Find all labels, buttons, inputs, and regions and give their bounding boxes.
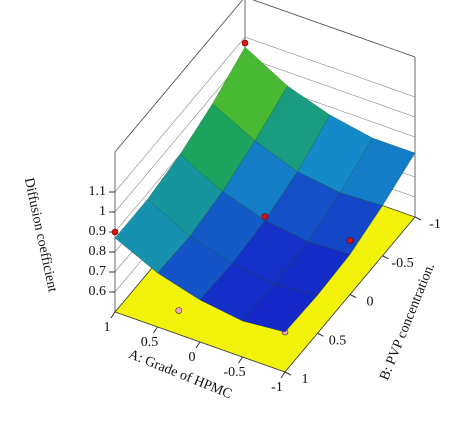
x-tick — [153, 326, 158, 334]
y-axis-title: B: PVP concentration. — [377, 261, 438, 383]
grid-line — [114, 36, 416, 193]
y-tick-label: -1 — [429, 217, 441, 232]
x-tick-label: -1 — [271, 380, 283, 395]
design-point — [241, 39, 249, 47]
z-tick-label: 1 — [99, 204, 106, 219]
y-tick-label: 0.5 — [329, 333, 347, 348]
z-tick-label: 0.8 — [89, 244, 107, 259]
box-edge — [252, 0, 416, 58]
x-tick-label: 0.5 — [141, 335, 159, 350]
z-tick-label: 0.7 — [89, 264, 107, 279]
surface-cell — [242, 284, 318, 333]
x-tick — [280, 371, 286, 379]
x-tick-label: -0.5 — [223, 365, 245, 380]
design-point-below — [175, 307, 183, 314]
y-tick-label: 1 — [302, 372, 309, 387]
y-tick-label: -0.5 — [391, 256, 413, 271]
x-tick-label: 1 — [104, 320, 111, 335]
x-tick — [195, 341, 201, 349]
design-point — [111, 228, 119, 236]
box-edge — [114, 0, 244, 153]
y-tick — [382, 255, 389, 260]
z-tick-label: 0.9 — [89, 224, 107, 239]
y-tick — [284, 371, 292, 376]
y-tick — [414, 216, 422, 221]
design-point — [346, 237, 354, 244]
x-axis-title: A: Grade of HPMC — [126, 347, 234, 402]
y-tick — [317, 332, 324, 337]
y-tick-label: 0 — [367, 295, 374, 310]
x-tick-label: 0 — [189, 350, 196, 365]
y-tick — [349, 294, 357, 298]
z-axis-title: Diffusion coefficient — [21, 176, 60, 293]
design-point — [261, 213, 269, 220]
x-tick — [238, 356, 243, 364]
x-tick — [110, 311, 116, 319]
z-tick-label: 0.6 — [89, 284, 107, 299]
z-tick-label: 1.1 — [89, 184, 107, 199]
